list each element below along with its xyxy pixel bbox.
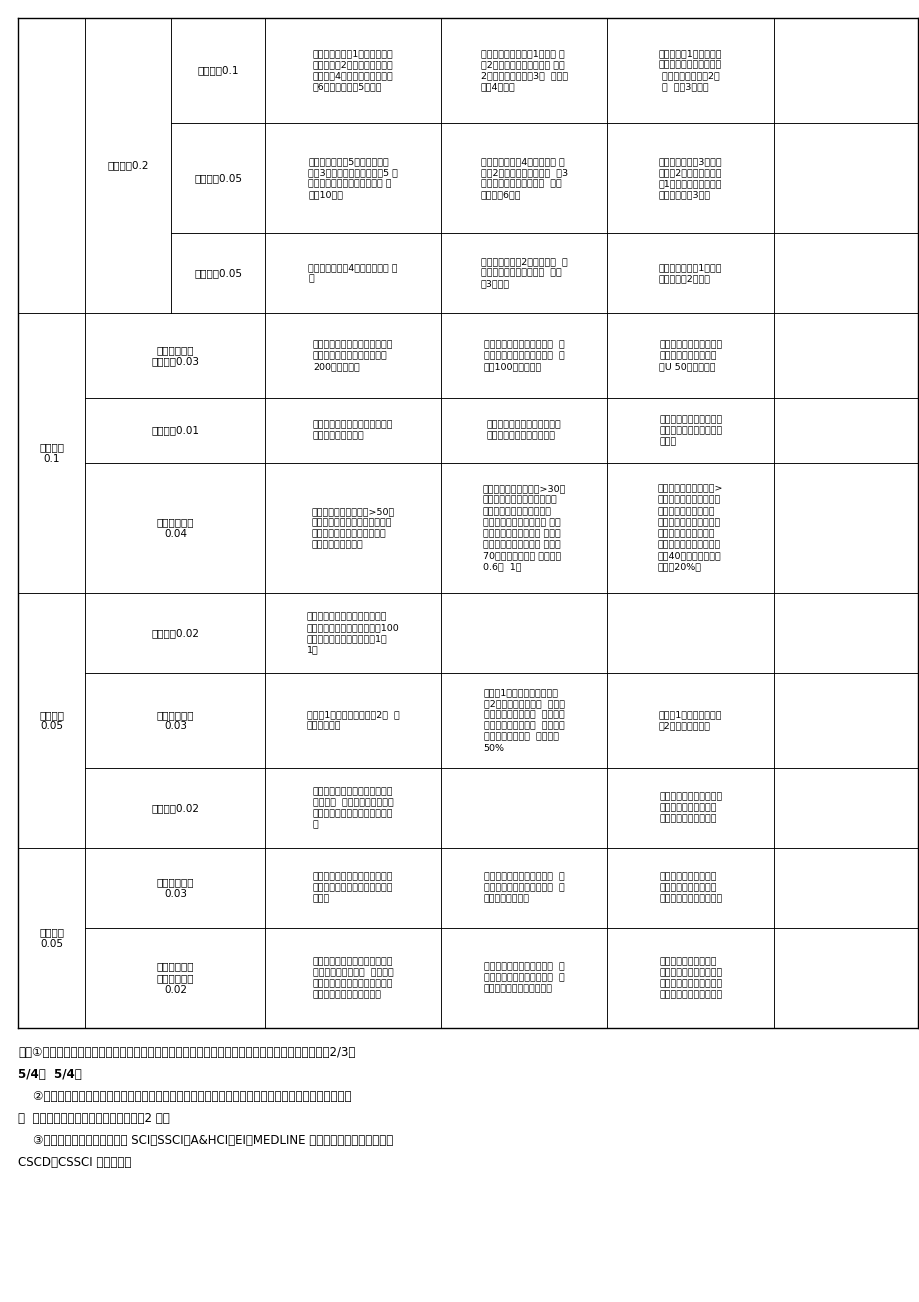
Text: 成果奖励0.1: 成果奖励0.1 <box>198 65 239 76</box>
Text: 年人均学术论文3篇或核
刊论文2篇；论文索引收
均1篇以上或论文索引收
文影响因子在3以上: 年人均学术论文3篇或核 刊论文2篇；论文索引收 均1篇以上或论文索引收 文影响因… <box>658 156 721 199</box>
Text: 奖  等应不低于二级重点学科相应标准的2 倍。: 奖 等应不低于二级重点学科相应标准的2 倍。 <box>18 1112 170 1125</box>
Text: 与境外学术机构有交流；
全国学术会议人次或发
文篇数大于高职称人数: 与境外学术机构有交流； 全国学术会议人次或发 文篇数大于高职称人数 <box>658 793 721 824</box>
Text: 国家科技成果奖1项或省级科研
成果一等奖2项以上或获得国家
发明专利4项以上或省级成果鉴
定6项或成果转让5项以上: 国家科技成果奖1项或省级科研 成果一等奖2项以上或获得国家 发明专利4项以上或省… <box>312 49 393 91</box>
Text: 高职称人均实验室面积>50平
米，仪器设备条件优良，充分满
足了学科发展及人才培养的需
要，并已向学校开放: 高职称人均实验室面积>50平 米，仪器设备条件优良，充分满 足了学科发展及人才培… <box>312 506 394 549</box>
Text: 图书资料0.02: 图书资料0.02 <box>152 628 199 638</box>
Text: 本部门对本学科的发展有一  定
的计划、措施及目标；对本  学
科在人、财、物支持较得力: 本部门对本学科的发展有一 定 的计划、措施及目标；对本 学 科在人、财、物支持较… <box>483 962 564 993</box>
Text: 本部门对本学科的发展有教完整
的计划、措施及目标  对本学科
在人、财、物支持得力，本学科
发展在本单位处于优先地位: 本部门对本学科的发展有教完整 的计划、措施及目标 对本学科 在人、财、物支持得力… <box>312 957 393 999</box>
Text: 主办学术会议
0.03: 主办学术会议 0.03 <box>156 710 194 732</box>
Text: 年人均学术论文5篇或核心期刊
论文3篇；论文索引收录年均5 篇
以上或论文索引收录论文影响 因
子在10以上: 年人均学术论文5篇或核心期刊 论文3篇；论文索引收录年均5 篇 以上或论文索引收… <box>308 156 398 199</box>
Text: 主编且正式出版4部以上，影响 较
大: 主编且正式出版4部以上，影响 较 大 <box>308 263 398 283</box>
Text: 条件建设
0.1: 条件建设 0.1 <box>40 443 64 464</box>
Text: 合作交流0.02: 合作交流0.02 <box>152 803 199 812</box>
Text: 学科建设规划及实验室管理  制
度较完善，执行效果较好；  学
科建设资料较齐全: 学科建设规划及实验室管理 制 度较完善，执行效果较好； 学 科建设资料较齐全 <box>483 872 564 904</box>
Text: 学术专著0.05: 学术专著0.05 <box>194 268 242 279</box>
Text: 科技论文0.05: 科技论文0.05 <box>194 173 242 184</box>
Text: ②上述为二级重点学科评估指标体系和建设标准，一级重点学科建设标准中的科研项目与经费、成果获: ②上述为二级重点学科评估指标体系和建设标准，一级重点学科建设标准中的科研项目与经… <box>18 1091 351 1104</box>
Text: 科技成果0.2: 科技成果0.2 <box>108 160 149 171</box>
Text: 与境外学术机构建立了固定的合
作及交流  参加国际学术会议人
次或发表论文篇数大于高职称人
数: 与境外学术机构建立了固定的合 作及交流 参加国际学术会议人 次或发表论文篇数大于… <box>312 786 393 829</box>
Text: 高职称人均实验室面积>
米，仪器设备条件尚可，
足学科发展及人才培养
的需要，并已向其他学科
本学科相关图书资料及
中外文杂志较多，人均藏
大于40册；计算机网: 高职称人均实验室面积> 米，仪器设备条件尚可， 足学科发展及人才培养 的需要，并… <box>657 484 722 572</box>
Text: 省级重点实验室或科研基
近三年仪器设备购置费
至U 50万元以上。: 省级重点实验室或科研基 近三年仪器设备购置费 至U 50万元以上。 <box>658 340 721 371</box>
Text: 主编且正式出版1部或参
式出版专著2部以上: 主编且正式出版1部或参 式出版专著2部以上 <box>658 263 721 283</box>
Text: 本学科相关图书资料及相关中外
文杂志齐全，人均藏书量大于100
册；计算机网络终端数接近1：
1。: 本学科相关图书资料及相关中外 文杂志齐全，人均藏书量大于100 册；计算机网络终… <box>307 612 399 654</box>
Text: 国家级重点实验室或科研基地，
近三年仪器设备购置费用达到
200万元以上。: 国家级重点实验室或科研基地， 近三年仪器设备购置费用达到 200万元以上。 <box>312 340 393 371</box>
Text: 信息网络0.01: 信息网络0.01 <box>152 426 199 435</box>
Text: 主办过1次国际学术会议或2次  全
国性学术会议: 主办过1次国际学术会议或2次 全 国性学术会议 <box>307 711 399 730</box>
Text: 学科建设规划及实验室管理制度
完善，执行效果好；学科建设资
料齐全: 学科建设规划及实验室管理制度 完善，执行效果好；学科建设资 料齐全 <box>312 872 393 904</box>
Text: 重点实验室或
科研基地0.03: 重点实验室或 科研基地0.03 <box>152 345 199 366</box>
Text: 5/4、  5/4。: 5/4、 5/4。 <box>18 1069 82 1082</box>
Text: 省级科研成果一等奖1项或二 等
奖2项以上或获得国家发明 专利
2项或省级成果鉴定3项  或成果
转让4项以上: 省级科研成果一等奖1项或二 等 奖2项以上或获得国家发明 专利 2项或省级成果鉴… <box>480 49 567 91</box>
Text: 信息网络建设好，栏目合理，内
容丰富完整，更新快: 信息网络建设好，栏目合理，内 容丰富完整，更新快 <box>312 421 393 440</box>
Text: 主办过1次全国性专题研讨会
或2次地区性学术会议  与境外
学术机构有专题合作  及交流；
参加国际学术会议人  次或发表
论文篇数大于高职  稀人数的
50%: 主办过1次全国性专题研讨会 或2次地区性学术会议 与境外 学术机构有专题合作 及… <box>483 689 564 753</box>
Text: 主编且正式出版2部，有一定  的
影响力或参编正式出版专  著数
量3部以上: 主编且正式出版2部，有一定 的 影响力或参编正式出版专 著数 量3部以上 <box>481 258 567 289</box>
Text: 省部共建重点实验室或科研  基
地，近三年仪器设备购置费  用
达到100万元以上。: 省部共建重点实验室或科研 基 地，近三年仪器设备购置费 用 达到100万元以上。 <box>483 340 564 371</box>
Text: 注：①人文社科类及理科类重点学科科研项目、科研经费、学术论文及教材专著要求分别为上述标准2/3、: 注：①人文社科类及理科类重点学科科研项目、科研经费、学术论文及教材专著要求分别为… <box>18 1047 355 1060</box>
Text: 省级二等奖1项或省级三
项以上或获得国家发明专
 项或省级成果鉴定2项
 或  转让3项以上: 省级二等奖1项或省级三 项以上或获得国家发明专 项或省级成果鉴定2项 或 转让3… <box>658 49 721 91</box>
Text: 管理水平
0.05: 管理水平 0.05 <box>40 927 64 949</box>
Text: 本部门对本学
科的支撑措施
0.02: 本部门对本学 科的支撑措施 0.02 <box>156 961 194 995</box>
Text: CSCD、CSSCI 来源期刊。: CSCD、CSSCI 来源期刊。 <box>18 1156 131 1169</box>
Text: 信息网络建设较好，栏目较合
理，内容较完整，更新较快: 信息网络建设较好，栏目较合 理，内容较完整，更新较快 <box>486 421 561 440</box>
Text: ③论文素引收录是指某论文被 SCI、SSCI、A&HCI、EI、MEDLINE 等检索收录，核心期刊是指: ③论文素引收录是指某论文被 SCI、SSCI、A&HCI、EI、MEDLINE … <box>18 1134 392 1147</box>
Text: 高职称人均实验室面积>30平
米，仪器设备条件良好，能满
足学科发展及人才培养的需
要，并已向学院系统开放 本学
科相关图书资料及相关 中外文
杂志较齐全，人均: 高职称人均实验室面积>30平 米，仪器设备条件良好，能满 足学科发展及人才培养的… <box>482 484 565 572</box>
Text: 学科建设规划及实验室
制度初步建立并开始执
要学科建设资料保存较好: 学科建设规划及实验室 制度初步建立并开始执 要学科建设资料保存较好 <box>658 872 721 904</box>
Text: 学术交流
0.05: 学术交流 0.05 <box>40 710 64 732</box>
Text: 年人均学术论文4篇或核心期 刊
论文2篇；论文索引收录年  均3
篇以上或论文索引收录论  文影
响因子在6以上: 年人均学术论文4篇或核心期 刊 论文2篇；论文索引收录年 均3 篇以上或论文索引… <box>480 156 567 199</box>
Text: 主办过1次地区性专题研
或2次全省学术会议: 主办过1次地区性专题研 或2次全省学术会议 <box>658 711 721 730</box>
Text: 管理工作规范
0.03: 管理工作规范 0.03 <box>156 878 194 898</box>
Text: 本学科的发展已列入本
发展规划；本部门对本学
发展有一定的计划和措施
本学科在人、财、物支持: 本学科的发展已列入本 发展规划；本部门对本学 发展有一定的计划和措施 本学科在人… <box>658 957 721 999</box>
Text: 仪器设备条件
0.04: 仪器设备条件 0.04 <box>156 517 194 539</box>
Text: 信息网络建设一般，栏目
合理，内容不很完整，更
度一般: 信息网络建设一般，栏目 合理，内容不很完整，更 度一般 <box>658 415 721 447</box>
